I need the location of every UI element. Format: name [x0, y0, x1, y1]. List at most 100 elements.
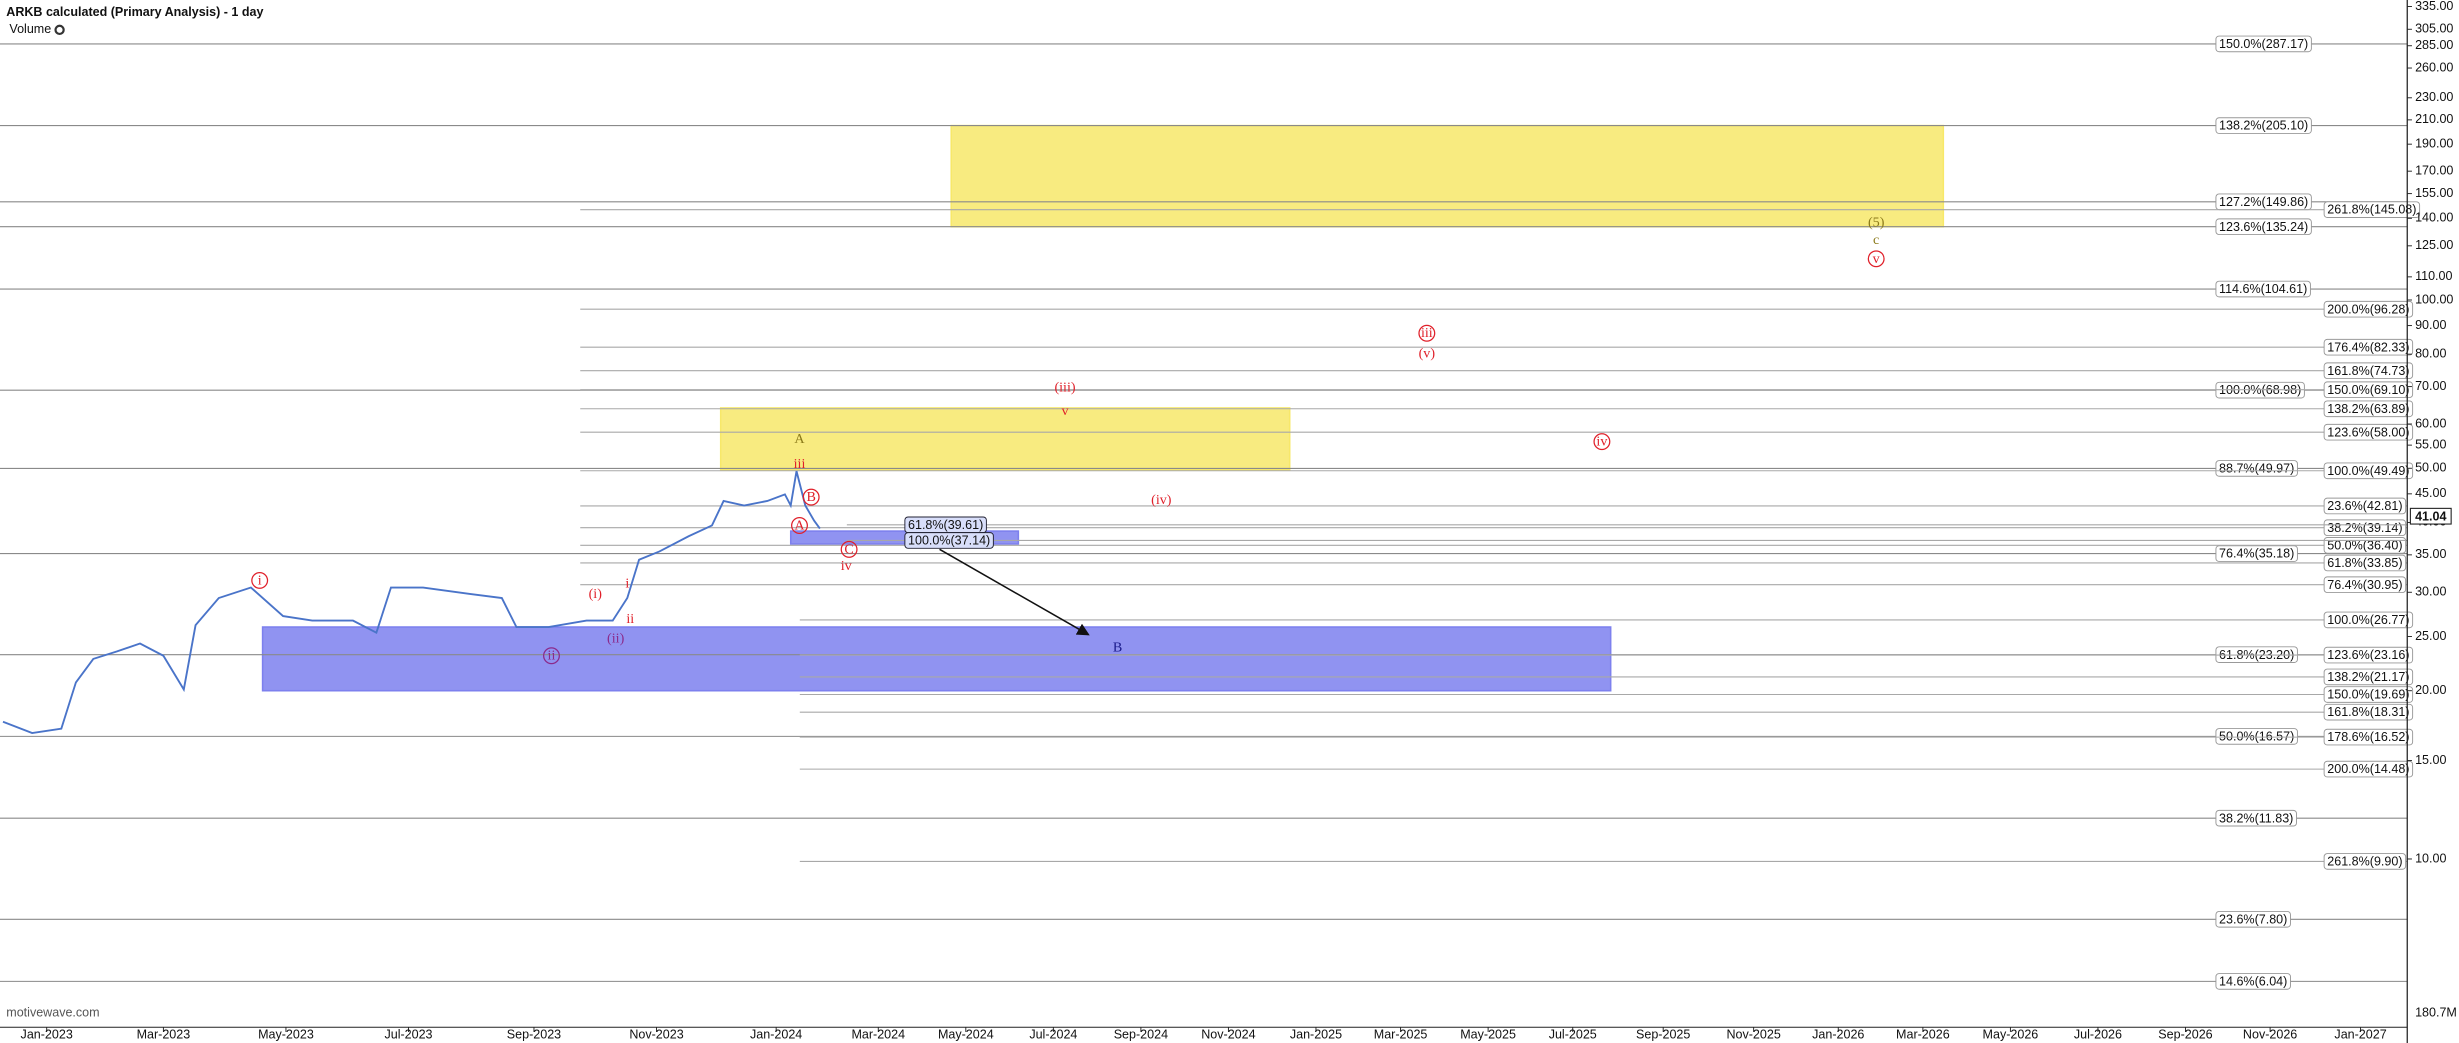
y-tick-label: 10.00 [2415, 851, 2446, 865]
wave-label: A [794, 431, 805, 447]
wave-label: v [1061, 403, 1069, 419]
chart-title: ARKB calculated (Primary Analysis) - 1 d… [6, 5, 263, 19]
wave-label: v [1873, 251, 1881, 267]
wave-label: c [1873, 232, 1879, 248]
wave-label: (v) [1419, 346, 1436, 362]
y-tick-label: 45.00 [2415, 486, 2446, 500]
level-label-box [2215, 809, 2297, 827]
y-tick-label: 20.00 [2415, 683, 2446, 697]
y-tick-label: 50.00 [2415, 461, 2446, 475]
level-label: 88.7%(49.97) [2219, 462, 2294, 476]
level-label: 76.4%(30.95) [2327, 578, 2402, 592]
level-label: 50.0%(16.57) [2219, 729, 2294, 743]
wave-label: iv [1596, 434, 1608, 450]
zones [261, 124, 1945, 692]
level-label-box [2215, 910, 2291, 928]
level-label-box [2323, 554, 2407, 572]
level-label-box [2323, 381, 2414, 399]
x-tick-label: May-2025 [1460, 1027, 1516, 1041]
x-tick-label: Jul-2026 [2074, 1027, 2122, 1041]
wave-label-circle [1418, 324, 1436, 342]
wave-label: i [625, 576, 629, 592]
level-label-box [2323, 703, 2414, 721]
last-price: 41.04 [2415, 509, 2446, 523]
wave-label-circle [543, 647, 560, 665]
level-label: 123.6%(23.16) [2327, 648, 2409, 662]
level-label-box [2323, 853, 2407, 870]
level-label: 114.6%(104.61) [2219, 282, 2307, 296]
x-tick-label: Jan-2026 [1812, 1027, 1864, 1041]
level-label: 150.0%(287.17) [2219, 37, 2308, 51]
level-label: 261.8%(145.08) [2327, 203, 2416, 217]
level-label-box [2323, 338, 2414, 356]
level-label: 100.0%(26.77) [2327, 613, 2409, 627]
level-label-box [904, 532, 994, 549]
x-tick-label: Sep-2025 [1636, 1027, 1690, 1041]
y-tick-label: 260.00 [2415, 60, 2453, 74]
y-tick-label: 70.00 [2415, 379, 2446, 393]
y-tick-label: 170.00 [2415, 163, 2453, 177]
level-label-box [2323, 537, 2407, 554]
wave-label-circle [802, 488, 820, 506]
x-tick-label: Sep-2024 [1114, 1027, 1168, 1041]
level-label: 38.2%(39.14) [2327, 521, 2402, 535]
y-tick-label: 35.00 [2415, 547, 2446, 561]
x-tick-label: May-2024 [938, 1027, 994, 1041]
x-tick-label: Jul-2025 [1549, 1027, 1597, 1041]
level-label: 178.6%(16.52) [2327, 730, 2409, 744]
x-tick-label: Mar-2026 [1896, 1027, 1950, 1041]
wave-label: iii [1421, 325, 1433, 341]
level-label: 200.0%(14.48) [2327, 762, 2409, 776]
y-tick-label: 60.00 [2415, 416, 2446, 430]
level-label: 176.4%(82.33) [2327, 340, 2409, 354]
x-tick-label: Jan-2023 [21, 1027, 73, 1041]
y-tick-label: 100.00 [2415, 292, 2453, 306]
x-tick-label: Jan-2024 [750, 1027, 802, 1041]
level-label: 100.0%(49.49) [2327, 464, 2409, 478]
x-tick-label: Jul-2023 [384, 1027, 432, 1041]
wave-label: B [806, 489, 815, 505]
x-tick-label: Jan-2025 [1290, 1027, 1342, 1041]
wave-label: (ii) [607, 631, 625, 647]
zone [719, 407, 1291, 471]
price-line [2, 470, 821, 735]
x-tick-label: Sep-2023 [507, 1027, 561, 1041]
level-label: 138.2%(21.17) [2327, 670, 2409, 684]
level-label: 23.6%(7.80) [2219, 912, 2287, 926]
levels: 150.0%(287.17) 138.2%(205.10) 127.2%(149.8… [0, 35, 2421, 990]
y-tick-label: 285.00 [2415, 38, 2453, 52]
level-label-box [2323, 611, 2414, 629]
level-label: 61.8%(33.85) [2327, 556, 2402, 570]
level-label-box [2323, 423, 2414, 441]
level-label: 123.6%(135.24) [2219, 220, 2308, 234]
y-tick-label: 55.00 [2415, 437, 2446, 451]
y-tick-label: 90.00 [2415, 318, 2446, 332]
level-label-box [2215, 280, 2311, 298]
level-label-box [2323, 576, 2407, 594]
x-tick-label: Nov-2024 [1201, 1027, 1255, 1041]
wave-label: (iv) [1151, 492, 1172, 508]
y-tick-label: 210.00 [2415, 112, 2453, 126]
level-label-box [2215, 218, 2312, 236]
projection-arrow [939, 548, 1090, 636]
indicator-label: Volume [9, 22, 51, 36]
level-label-box [2323, 686, 2414, 703]
level-label-box [2323, 362, 2414, 380]
wave-label-circle [840, 540, 858, 558]
level-label: 50.0%(36.40) [2327, 538, 2402, 552]
wave-label: (iii) [1054, 379, 1075, 395]
level-label: 61.8%(39.61) [908, 518, 983, 532]
zone [950, 124, 1945, 228]
x-tick-label: Mar-2025 [1374, 1027, 1428, 1041]
x-tick-label: May-2023 [258, 1027, 314, 1041]
settings-icon[interactable] [54, 24, 65, 36]
y-tick-label: 110.00 [2415, 269, 2452, 283]
level-label-box [2323, 728, 2414, 746]
level-label-box [2323, 668, 2414, 686]
y-tick-label: 30.00 [2415, 585, 2446, 599]
level-label: 14.6%(6.04) [2219, 974, 2287, 988]
zone [261, 626, 1612, 692]
level-label-box [2323, 646, 2414, 664]
y-tick-label: 230.00 [2415, 90, 2453, 104]
annotations: iii(i)(ii)iiiAiiiBACiv(iii)v(iv)Biii(v)i… [251, 215, 1885, 665]
